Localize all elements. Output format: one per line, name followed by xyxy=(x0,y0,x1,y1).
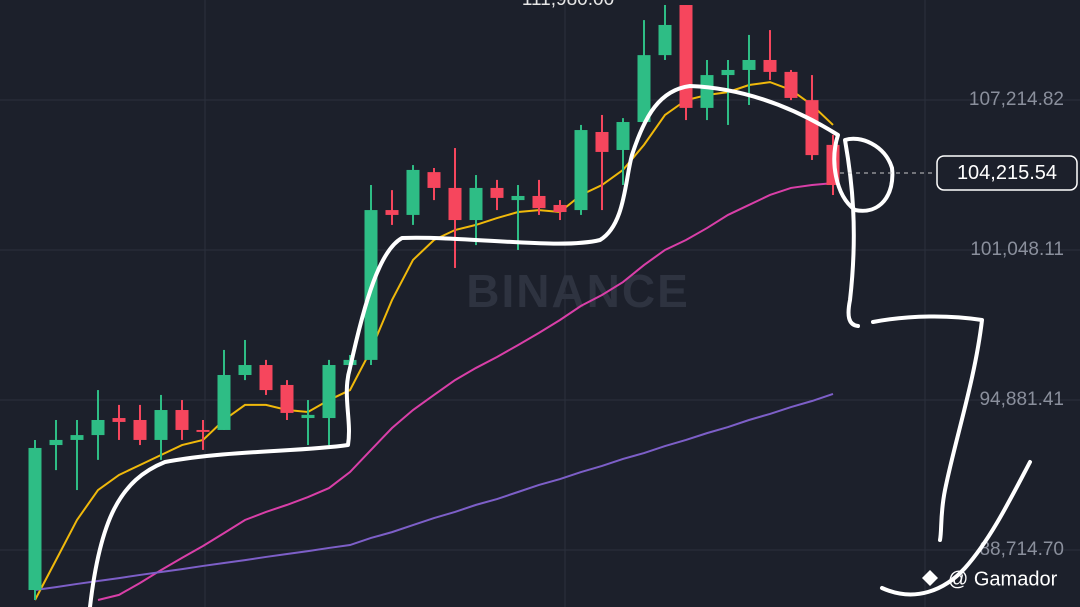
candle-body xyxy=(91,419,105,436)
y-tick-label: 88,714.70 xyxy=(979,539,1064,560)
annotation xyxy=(88,84,1032,607)
candle-body xyxy=(721,69,735,76)
candle-body xyxy=(49,439,63,446)
credit-icon xyxy=(922,570,938,586)
candle-body xyxy=(301,414,315,419)
candle-body xyxy=(490,187,504,198)
candles xyxy=(28,5,840,600)
candle-body xyxy=(742,59,756,70)
candle-body xyxy=(133,419,147,440)
credit-text: @ Gamador xyxy=(948,568,1058,590)
candle-body xyxy=(175,410,189,430)
candle-body xyxy=(154,410,168,440)
candle-body xyxy=(406,169,420,215)
candle-body xyxy=(322,365,336,419)
candle-body xyxy=(28,447,42,591)
y-tick-label: 101,048.11 xyxy=(970,239,1064,260)
candle-body xyxy=(427,172,441,188)
candle-body xyxy=(280,384,294,413)
candle-body xyxy=(763,59,777,72)
candle-body xyxy=(553,204,567,213)
grid xyxy=(0,99,1080,551)
last-price-box xyxy=(936,155,1078,191)
candle-body xyxy=(385,210,399,215)
axis-labels: 107,214.82 101,048.11 94,881.41 88,714.70 xyxy=(969,89,1064,560)
candle-body xyxy=(511,195,525,201)
watermark: BINANCE xyxy=(466,265,690,317)
moving-average-line xyxy=(97,182,834,601)
candle-body xyxy=(532,195,546,209)
high-label: 111,980.00 xyxy=(522,0,614,10)
hand-drawn-path xyxy=(880,460,1032,597)
candle-body xyxy=(259,365,273,391)
moving-average-line xyxy=(34,393,834,592)
candle-body xyxy=(616,122,630,150)
candle-body xyxy=(196,429,210,432)
candle-body xyxy=(658,24,672,56)
candle-body xyxy=(784,71,798,98)
candle-body xyxy=(595,131,609,152)
y-tick-label: 107,214.82 xyxy=(969,89,1064,110)
last-price-label: 104,215.54 xyxy=(957,162,1057,184)
candle-body xyxy=(469,187,483,221)
credit: @ Gamador xyxy=(922,568,1058,590)
candle-body xyxy=(70,435,84,440)
hand-drawn-path xyxy=(88,84,895,607)
candle-body xyxy=(574,130,588,211)
candle-body xyxy=(238,365,252,375)
vertical-grid xyxy=(204,0,926,607)
hand-drawn-path xyxy=(871,314,984,542)
candle-body xyxy=(679,5,693,108)
candle-body xyxy=(805,100,819,156)
candle-body xyxy=(217,374,231,430)
last-price: 104,215.54 xyxy=(840,155,1078,191)
candle-body xyxy=(112,418,126,422)
candle-body xyxy=(637,55,651,123)
y-tick-label: 94,881.41 xyxy=(979,389,1064,410)
candle-body xyxy=(448,187,462,221)
candle-body xyxy=(700,75,714,108)
